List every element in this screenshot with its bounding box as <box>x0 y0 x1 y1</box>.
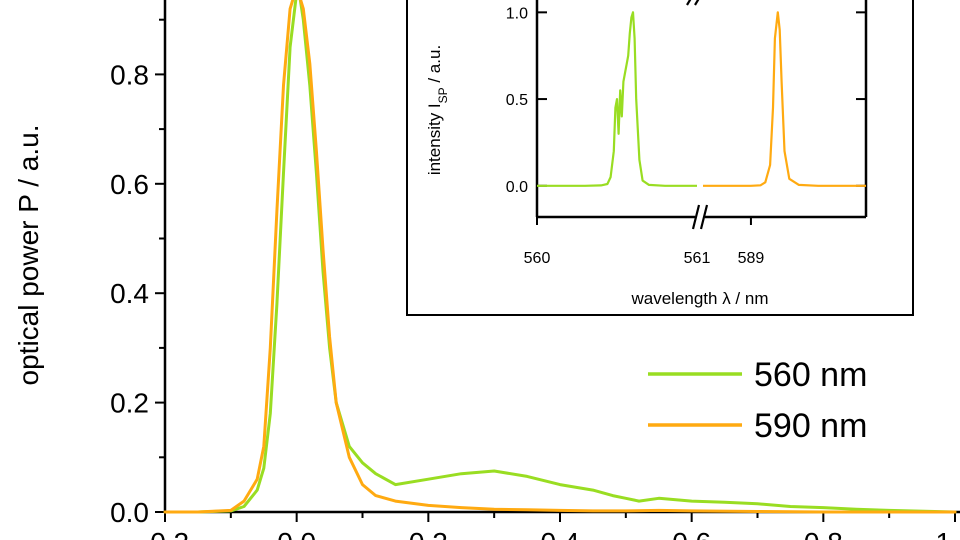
inset-y-tick-label: 0.0 <box>506 179 528 196</box>
axis-break-top <box>686 0 705 6</box>
inset-series-group <box>537 11 866 187</box>
inset-series-line-590-nm <box>703 11 866 187</box>
axis-break-bottom <box>691 204 709 230</box>
inset-y-axis-title: intensity ISP / a.u. <box>425 45 450 175</box>
inset-x-tick-label: 589 <box>738 250 765 267</box>
main-y-tick-label: 0.8 <box>110 59 149 90</box>
inset-series-line-560-nm <box>537 11 697 187</box>
main-ticks: 0.00.20.40.60.8-0.20.00.20.40.60.81.0 <box>110 18 960 540</box>
main-x-tick-label: 0.6 <box>672 527 711 540</box>
inset-frame <box>406 0 914 316</box>
legend-label-560: 560 nm <box>754 356 867 394</box>
main-y-tick-label: 0.0 <box>110 497 149 528</box>
inset-y-title-tail: / a.u. <box>425 45 444 88</box>
main-x-tick-label: 0.2 <box>409 527 448 540</box>
series-line-590-nm <box>163 0 957 514</box>
legend-label-590: 590 nm <box>754 407 867 445</box>
inset-x-tick-label: 560 <box>524 250 551 267</box>
main-x-tick-label: 0.4 <box>541 527 580 540</box>
main-series-group <box>163 0 957 514</box>
main-y-tick-label: 0.6 <box>110 169 149 200</box>
series-line-560-nm <box>163 0 957 514</box>
inset-y-tick-label: 1.0 <box>506 5 528 22</box>
main-x-tick-label: 0.8 <box>804 527 843 540</box>
main-x-tick-label: 1.0 <box>936 527 960 540</box>
main-x-tick-label: 0.0 <box>277 527 316 540</box>
inset-x-axis-title: wavelength λ / nm <box>630 289 768 308</box>
main-y-tick-label: 0.4 <box>110 278 149 309</box>
legend: 560 nm 590 nm <box>648 356 867 445</box>
inset-y-tick-label: 0.5 <box>506 92 528 109</box>
inset-y-title-sub: SP <box>436 87 450 103</box>
main-y-tick-label: 0.2 <box>110 388 149 419</box>
inset-x-tick-label: 561 <box>684 250 711 267</box>
inset-chart: 0.0 0.5 1.0 560 561 589 wavelength λ / nm int… <box>406 0 914 316</box>
main-x-tick-label: -0.2 <box>141 527 189 540</box>
main-y-axis-title: optical power P / a.u. <box>13 125 44 386</box>
inset-y-title-main: intensity I <box>425 103 444 175</box>
